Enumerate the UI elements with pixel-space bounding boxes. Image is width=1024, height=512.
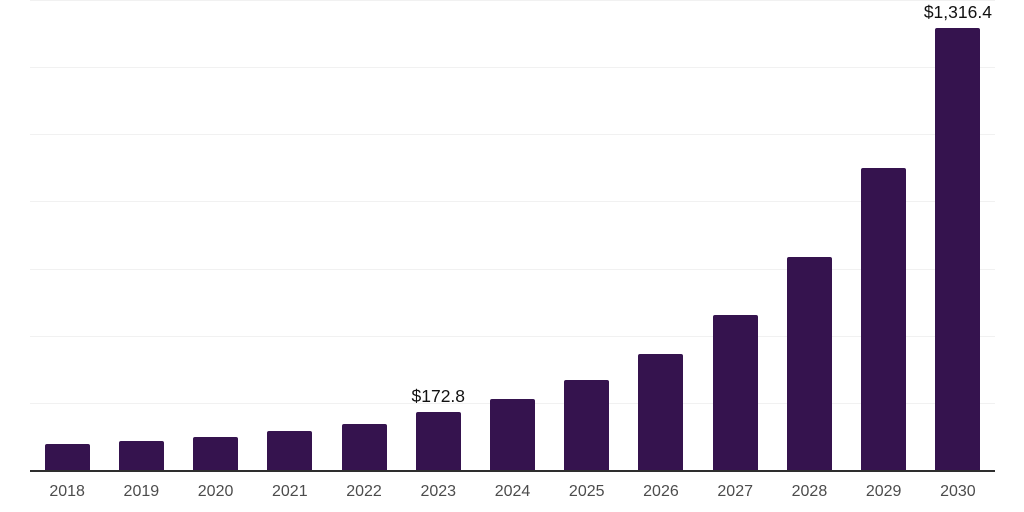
x-axis-labels: 2018 2019 2020 2021 2022 2023 2024 2025 2026 2027… (30, 484, 995, 504)
x-tick-label: 2023 (420, 483, 457, 500)
x-tick-label: 2020 (197, 483, 234, 500)
x-tick-label: 2024 (494, 483, 531, 500)
bar-2018 (44, 443, 90, 470)
gridline (30, 134, 995, 136)
x-tick-label: 2030 (940, 483, 976, 500)
bar-2019 (118, 440, 164, 470)
value-label-2023: $172.8 (411, 385, 466, 406)
bar-2028 (786, 257, 832, 470)
bar-2021 (267, 431, 313, 470)
value-label-2030: $1,316.4 (923, 1, 992, 22)
bar-2026 (638, 353, 684, 470)
gridline (30, 201, 995, 203)
plot-area: $172.8 $1,316.4 (30, 0, 995, 472)
x-tick-label: 2021 (272, 483, 308, 500)
x-tick-label: 2028 (791, 483, 828, 500)
x-tick-label: 2027 (717, 483, 753, 500)
bar-2022 (341, 424, 387, 470)
gridline (30, 0, 995, 1)
gridline (30, 268, 995, 270)
gridline (30, 335, 995, 337)
bar-2029 (861, 168, 907, 470)
bar-2030 (935, 28, 981, 470)
bar-2024 (490, 399, 535, 470)
x-tick-label: 2025 (568, 483, 605, 500)
x-tick-label: 2029 (865, 483, 902, 500)
bar-2027 (712, 314, 758, 470)
x-tick-label: 2022 (346, 483, 382, 500)
bar-2025 (564, 380, 610, 470)
x-tick-label: 2026 (643, 483, 679, 500)
bar-2023 (415, 412, 461, 470)
x-tick-label: 2019 (123, 483, 160, 500)
gridline (30, 67, 995, 69)
bar-2020 (193, 437, 239, 470)
x-tick-label: 2018 (49, 483, 85, 500)
x-axis-line (30, 470, 995, 472)
